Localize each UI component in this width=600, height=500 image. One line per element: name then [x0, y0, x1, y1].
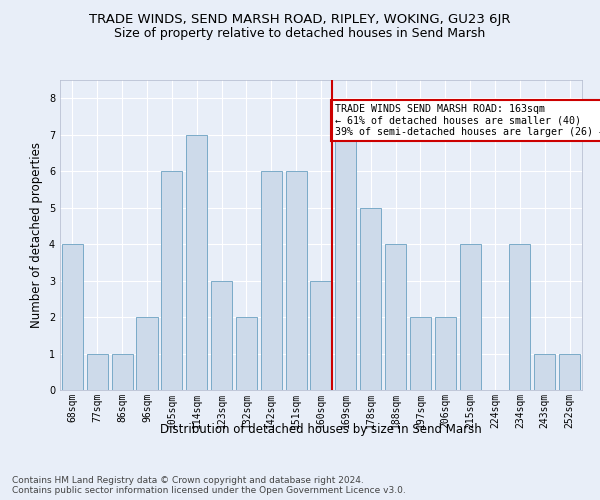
- Bar: [534, 354, 555, 390]
- Bar: [360, 208, 381, 390]
- Y-axis label: Number of detached properties: Number of detached properties: [31, 142, 43, 328]
- Text: Contains HM Land Registry data © Crown copyright and database right 2024.
Contai: Contains HM Land Registry data © Crown c…: [12, 476, 406, 495]
- Bar: [286, 171, 307, 390]
- Bar: [211, 280, 232, 390]
- Bar: [236, 317, 257, 390]
- Text: TRADE WINDS SEND MARSH ROAD: 163sqm
← 61% of detached houses are smaller (40)
39: TRADE WINDS SEND MARSH ROAD: 163sqm ← 61…: [335, 104, 600, 137]
- Bar: [161, 171, 182, 390]
- Text: TRADE WINDS, SEND MARSH ROAD, RIPLEY, WOKING, GU23 6JR: TRADE WINDS, SEND MARSH ROAD, RIPLEY, WO…: [89, 12, 511, 26]
- Text: Distribution of detached houses by size in Send Marsh: Distribution of detached houses by size …: [160, 422, 482, 436]
- Bar: [261, 171, 282, 390]
- Bar: [509, 244, 530, 390]
- Bar: [435, 317, 456, 390]
- Bar: [310, 280, 332, 390]
- Bar: [335, 134, 356, 390]
- Bar: [559, 354, 580, 390]
- Text: Size of property relative to detached houses in Send Marsh: Size of property relative to detached ho…: [115, 28, 485, 40]
- Bar: [410, 317, 431, 390]
- Bar: [186, 134, 207, 390]
- Bar: [460, 244, 481, 390]
- Bar: [112, 354, 133, 390]
- Bar: [136, 317, 158, 390]
- Bar: [87, 354, 108, 390]
- Bar: [62, 244, 83, 390]
- Bar: [385, 244, 406, 390]
